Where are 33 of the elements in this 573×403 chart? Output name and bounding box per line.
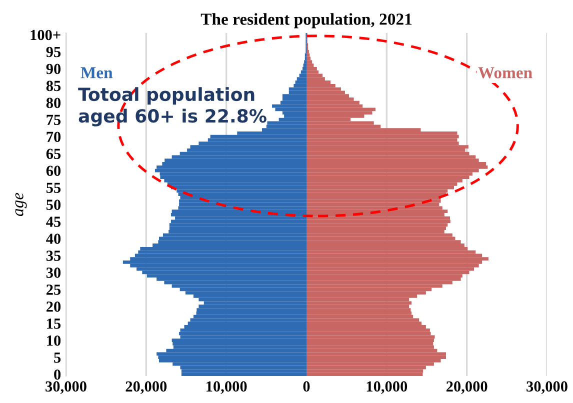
x-tick-label: 10,000 — [366, 381, 408, 394]
y-tick-label: 10 — [47, 335, 61, 346]
y-tick-label: 60 — [46, 166, 61, 176]
y-tick-label: 90 — [46, 64, 61, 74]
y-tick-label: 95 — [46, 46, 61, 58]
y-tick-label: 70 — [46, 132, 61, 142]
y-tick-label: 5 — [54, 352, 61, 363]
x-tick-label: 20,000 — [126, 381, 167, 394]
y-tick-label: 35 — [46, 250, 61, 261]
y-tick-label: 20 — [46, 302, 61, 312]
x-tick-label: 0 — [303, 381, 310, 392]
y-tick-label: 100+ — [30, 30, 60, 40]
y-tick-label: 85 — [46, 80, 61, 92]
x-tick-label: 20,000 — [446, 381, 488, 394]
y-tick-label: 30 — [46, 268, 61, 278]
text: Women — [478, 67, 532, 78]
y-tick-label: 75 — [46, 114, 61, 126]
y-tick-label: 15 — [47, 318, 61, 329]
y-tick-label: 55 — [46, 182, 61, 193]
y-tick-label: 0 — [54, 369, 61, 380]
annotation: Totoal population aged 60+ is 22.8% — [78, 87, 266, 126]
y-tick-label: 65 — [46, 148, 61, 160]
y-tick-label: 80 — [46, 98, 61, 108]
y-tick-label: 50 — [46, 200, 61, 210]
x-tick-label: 30,000 — [526, 381, 568, 394]
y-tick-label: 40 — [46, 234, 61, 244]
y-axis-title: age — [15, 192, 27, 216]
text: Men — [80, 67, 113, 78]
y-tick-label: 45 — [46, 216, 61, 227]
chart-title: The resident population, 2021 — [200, 13, 412, 28]
x-tick-label: 10,000 — [206, 381, 247, 394]
y-tick-label: 25 — [46, 284, 61, 295]
x-tick-label: 30,000 — [46, 381, 86, 394]
